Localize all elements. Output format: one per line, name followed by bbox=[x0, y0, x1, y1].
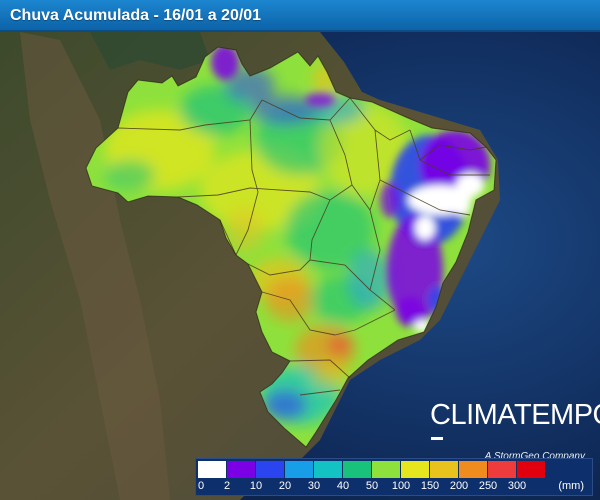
legend-tick-label: 40 bbox=[336, 480, 350, 492]
venezuela-coast bbox=[90, 32, 210, 70]
legend-swatch bbox=[430, 461, 459, 478]
logo-brand: CLIMATEMPO bbox=[430, 399, 600, 431]
legend-swatch bbox=[314, 461, 343, 478]
legend-tick-label: 20 bbox=[278, 480, 292, 492]
legend-swatch bbox=[488, 461, 517, 478]
rainfall-map bbox=[0, 32, 600, 500]
legend-tick-label: 50 bbox=[365, 480, 379, 492]
legend-tick-label: 150 bbox=[420, 480, 440, 492]
rainfall-legend: 0 2 10 20 30 40 50 100 150 200 250 300 (mm) bbox=[195, 458, 593, 496]
andes-highlands bbox=[20, 32, 170, 500]
logo-dash bbox=[431, 437, 443, 441]
legend-unit: (mm) bbox=[558, 480, 584, 492]
legend-swatch bbox=[343, 461, 372, 478]
climatempo-logo: CLIMATEMPO A StormGeo Company bbox=[430, 400, 600, 462]
legend-swatch bbox=[256, 461, 285, 478]
legend-tick-label: 30 bbox=[307, 480, 321, 492]
legend-swatch bbox=[285, 461, 314, 478]
legend-swatch bbox=[517, 461, 546, 478]
legend-swatches bbox=[198, 461, 546, 478]
title-bar: Chuva Acumulada - 16/01 a 20/01 bbox=[0, 0, 600, 32]
legend-tick-label: 100 bbox=[391, 480, 411, 492]
legend-tick-label: 300 bbox=[507, 480, 527, 492]
legend-labels: 0 2 10 20 30 40 50 100 150 200 250 300 bbox=[196, 480, 592, 494]
legend-swatch bbox=[372, 461, 401, 478]
legend-tick-label: 200 bbox=[449, 480, 469, 492]
legend-swatch bbox=[401, 461, 430, 478]
legend-tick-label: 2 bbox=[223, 480, 231, 492]
map-title: Chuva Acumulada - 16/01 a 20/01 bbox=[10, 7, 262, 24]
brazil-outline bbox=[85, 46, 497, 448]
legend-swatch bbox=[227, 461, 256, 478]
logo-tagline: A StormGeo Company bbox=[484, 451, 585, 462]
legend-tick-label: 10 bbox=[249, 480, 263, 492]
legend-swatch bbox=[198, 461, 227, 478]
legend-swatch bbox=[459, 461, 488, 478]
state-borders bbox=[117, 97, 490, 396]
legend-tick-label: 250 bbox=[478, 480, 498, 492]
legend-tick-label: 0 bbox=[198, 480, 205, 492]
